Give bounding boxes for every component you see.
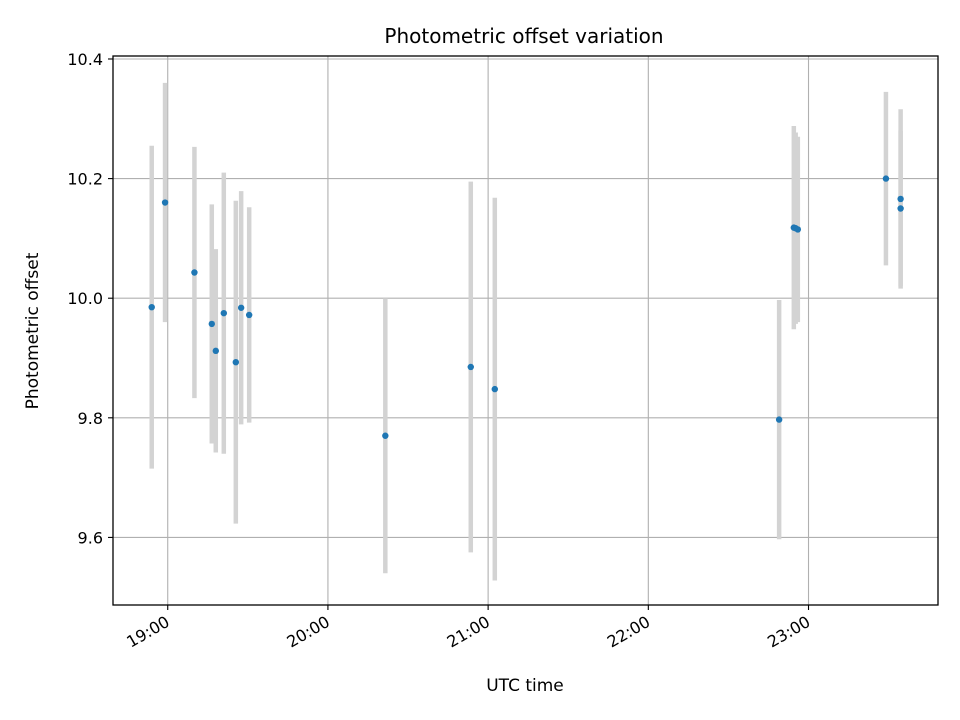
y-tick-label: 10.0 bbox=[67, 289, 103, 308]
data-point bbox=[212, 347, 219, 355]
plot-frame bbox=[112, 55, 939, 606]
chart-title: Photometric offset variation bbox=[384, 24, 663, 48]
y-tick-label: 10.2 bbox=[67, 170, 103, 189]
data-point bbox=[882, 175, 890, 182]
data-point bbox=[775, 416, 783, 423]
data-point bbox=[382, 432, 389, 439]
x-axis-label: UTC time bbox=[486, 676, 564, 696]
data-point bbox=[897, 205, 904, 212]
data-point bbox=[161, 199, 169, 206]
data-point bbox=[208, 320, 215, 328]
y-axis-label: Photometric offset bbox=[23, 252, 43, 409]
data-point bbox=[467, 363, 474, 371]
data-point bbox=[220, 309, 228, 317]
data-point bbox=[237, 304, 245, 311]
y-axis-ticks: 9.6 9.8 10.0 10.2 10.4 bbox=[67, 50, 113, 547]
data-point bbox=[245, 311, 253, 319]
data-point bbox=[191, 269, 198, 276]
data-point bbox=[232, 358, 240, 366]
data-point bbox=[491, 385, 498, 393]
data-point bbox=[148, 303, 155, 311]
data-point bbox=[897, 195, 904, 203]
data-points bbox=[148, 175, 904, 439]
y-tick-label: 10.4 bbox=[67, 50, 103, 69]
y-tick-label: 9.8 bbox=[78, 409, 103, 428]
data-point bbox=[794, 226, 802, 233]
y-tick-label: 9.6 bbox=[78, 528, 103, 547]
